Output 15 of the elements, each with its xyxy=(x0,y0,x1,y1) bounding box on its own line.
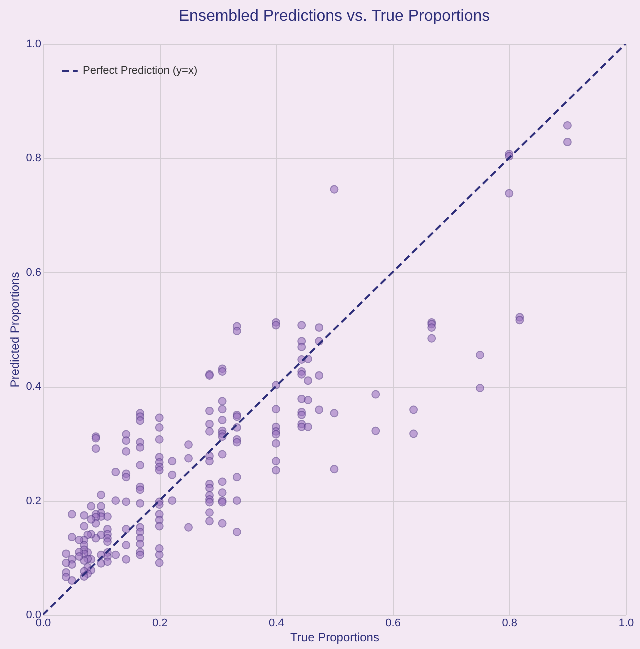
x-tick-label: 0.0 xyxy=(36,618,52,630)
x-tick-label: 0.6 xyxy=(386,618,401,630)
x-axis-title: True Proportions xyxy=(290,630,380,644)
x-tick-label: 0.4 xyxy=(269,618,284,630)
y-tick-label: 0.2 xyxy=(26,495,42,508)
x-tick-label: 0.2 xyxy=(152,618,168,630)
y-tick-label: 0.4 xyxy=(26,381,42,394)
x-tick-label: 0.8 xyxy=(502,618,518,630)
y-tick-label: 0.6 xyxy=(26,266,42,279)
legend-label: Perfect Prediction (y=x) xyxy=(83,65,198,77)
x-tick-label: 1.0 xyxy=(618,618,634,630)
y-tick-label: 0.8 xyxy=(26,152,42,165)
y-axis-title: Predicted Proportions xyxy=(8,272,22,388)
chart-title: Ensembled Predictions vs. True Proportions xyxy=(178,8,490,25)
y-tick-label: 1.0 xyxy=(26,38,42,50)
